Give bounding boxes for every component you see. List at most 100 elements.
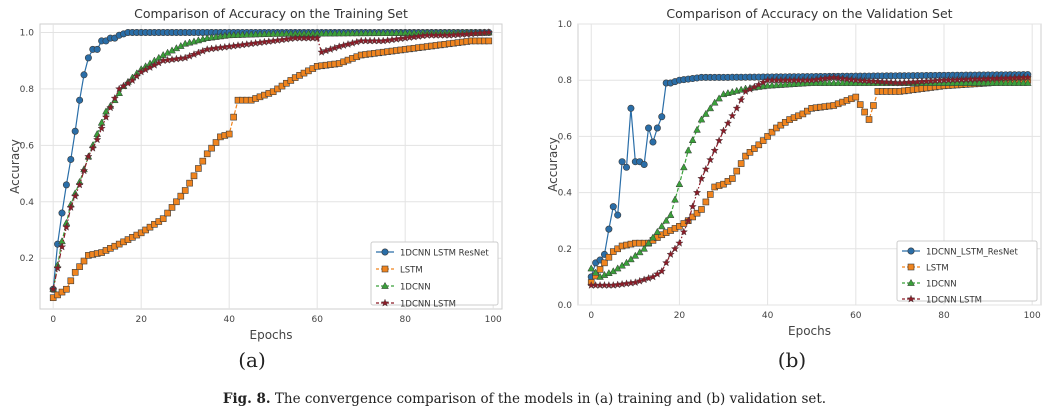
data-point [645, 124, 653, 132]
data-point [132, 71, 141, 80]
data-point [644, 239, 653, 247]
caption-text: The convergence comparison of the models… [274, 391, 827, 407]
data-point [653, 124, 661, 132]
data-point [186, 179, 193, 187]
chart-title: Comparison of Accuracy on the Training S… [134, 6, 408, 21]
legend-item: 1DCNN [376, 281, 431, 293]
legend-item: 1DCNN [902, 278, 957, 290]
data-point [212, 139, 220, 146]
data-point [715, 94, 723, 102]
data-point [860, 76, 869, 85]
data-point [84, 152, 93, 161]
x-tick-label: 60 [850, 311, 862, 321]
x-tick-label: 40 [762, 311, 774, 321]
y-tick-label: 0.6 [558, 132, 573, 142]
data-point [649, 233, 657, 241]
data-point [702, 198, 710, 206]
data-point [203, 150, 211, 158]
legend-label: 1DCNN [926, 280, 957, 290]
data-point [485, 37, 493, 45]
data-point [698, 206, 705, 213]
data-point [313, 33, 322, 42]
data-point [693, 125, 701, 133]
data-point [688, 202, 697, 211]
data-point [84, 54, 92, 62]
data-point [58, 209, 66, 217]
legend-marker [907, 247, 915, 255]
data-point [657, 222, 666, 230]
data-point [733, 167, 741, 175]
data-point [856, 101, 864, 108]
data-point [886, 78, 896, 86]
data-point [842, 74, 852, 83]
x-tick-label: 20 [674, 311, 686, 321]
data-point [689, 213, 696, 221]
data-point [627, 255, 635, 263]
data-point [662, 216, 671, 224]
y-tick-label: 1.0 [20, 28, 35, 38]
data-point [199, 157, 207, 165]
data-point [173, 198, 180, 206]
data-point [856, 76, 865, 85]
data-point [79, 166, 89, 175]
legend-marker [381, 248, 389, 256]
data-point [230, 113, 237, 121]
data-point [684, 216, 693, 225]
data-point [851, 75, 860, 84]
data-point [640, 161, 648, 169]
chart-a: 0 20 40 60 80 100 0.2 0.4 0.6 0.8 1.0 Comparison of… [8, 6, 503, 342]
data-point [596, 266, 604, 273]
x-tick-label: 40 [223, 315, 235, 325]
y-tick-label: 0.4 [20, 198, 35, 208]
legend-marker [907, 278, 915, 286]
data-point [76, 263, 83, 270]
y-tick-label: 0.4 [558, 189, 573, 199]
legend-label: LSTM [400, 266, 423, 276]
data-point [80, 71, 88, 79]
data-point [657, 266, 666, 275]
x-tick-label: 100 [485, 315, 502, 325]
data-point [225, 130, 233, 138]
data-point [666, 210, 675, 218]
chart-title: Comparison of Accuracy on the Validation… [666, 6, 952, 21]
legend-item: LSTM [376, 266, 423, 276]
data-point [732, 103, 741, 112]
data-point [181, 187, 189, 194]
data-point [680, 163, 688, 171]
data-point [662, 258, 671, 267]
y-tick-label: 0.8 [20, 85, 35, 95]
data-point [670, 244, 680, 253]
data-point [128, 76, 137, 84]
data-point [67, 277, 75, 285]
data-point [93, 135, 102, 144]
legend: 1DCNN_LSTM_ResNet LSTM 1DCNN 1DCNN LSTM [896, 240, 1038, 306]
panel-label-a: (a) [238, 348, 266, 372]
legend: 1DCNN LSTM ResNet LSTM 1DCNN 1DCNN LSTM [370, 241, 499, 310]
data-point [605, 253, 613, 261]
data-point [71, 269, 79, 276]
legend-label: 1DCNN [400, 283, 431, 293]
legend-marker [381, 265, 389, 273]
legend-box [370, 241, 499, 306]
data-point [697, 115, 706, 123]
data-point [702, 109, 710, 117]
data-point [614, 211, 622, 219]
data-point [71, 127, 79, 135]
y-tick-label: 1.0 [558, 20, 573, 30]
data-point [76, 96, 84, 104]
data-point [75, 180, 84, 189]
y-tick-label: 0.2 [20, 254, 34, 264]
data-point [723, 118, 733, 127]
data-point [768, 128, 776, 136]
data-point [605, 225, 613, 233]
data-point [701, 164, 711, 173]
legend-marker [906, 294, 916, 303]
data-point [177, 192, 185, 200]
caption-prefix: Fig. 8. [222, 391, 271, 407]
legend-item: 1DCNN LSTM [902, 294, 982, 306]
x-tick-label: 80 [938, 311, 950, 321]
data-point [671, 195, 679, 203]
data-point [484, 28, 493, 36]
data-point [847, 75, 856, 84]
data-point [679, 227, 688, 236]
